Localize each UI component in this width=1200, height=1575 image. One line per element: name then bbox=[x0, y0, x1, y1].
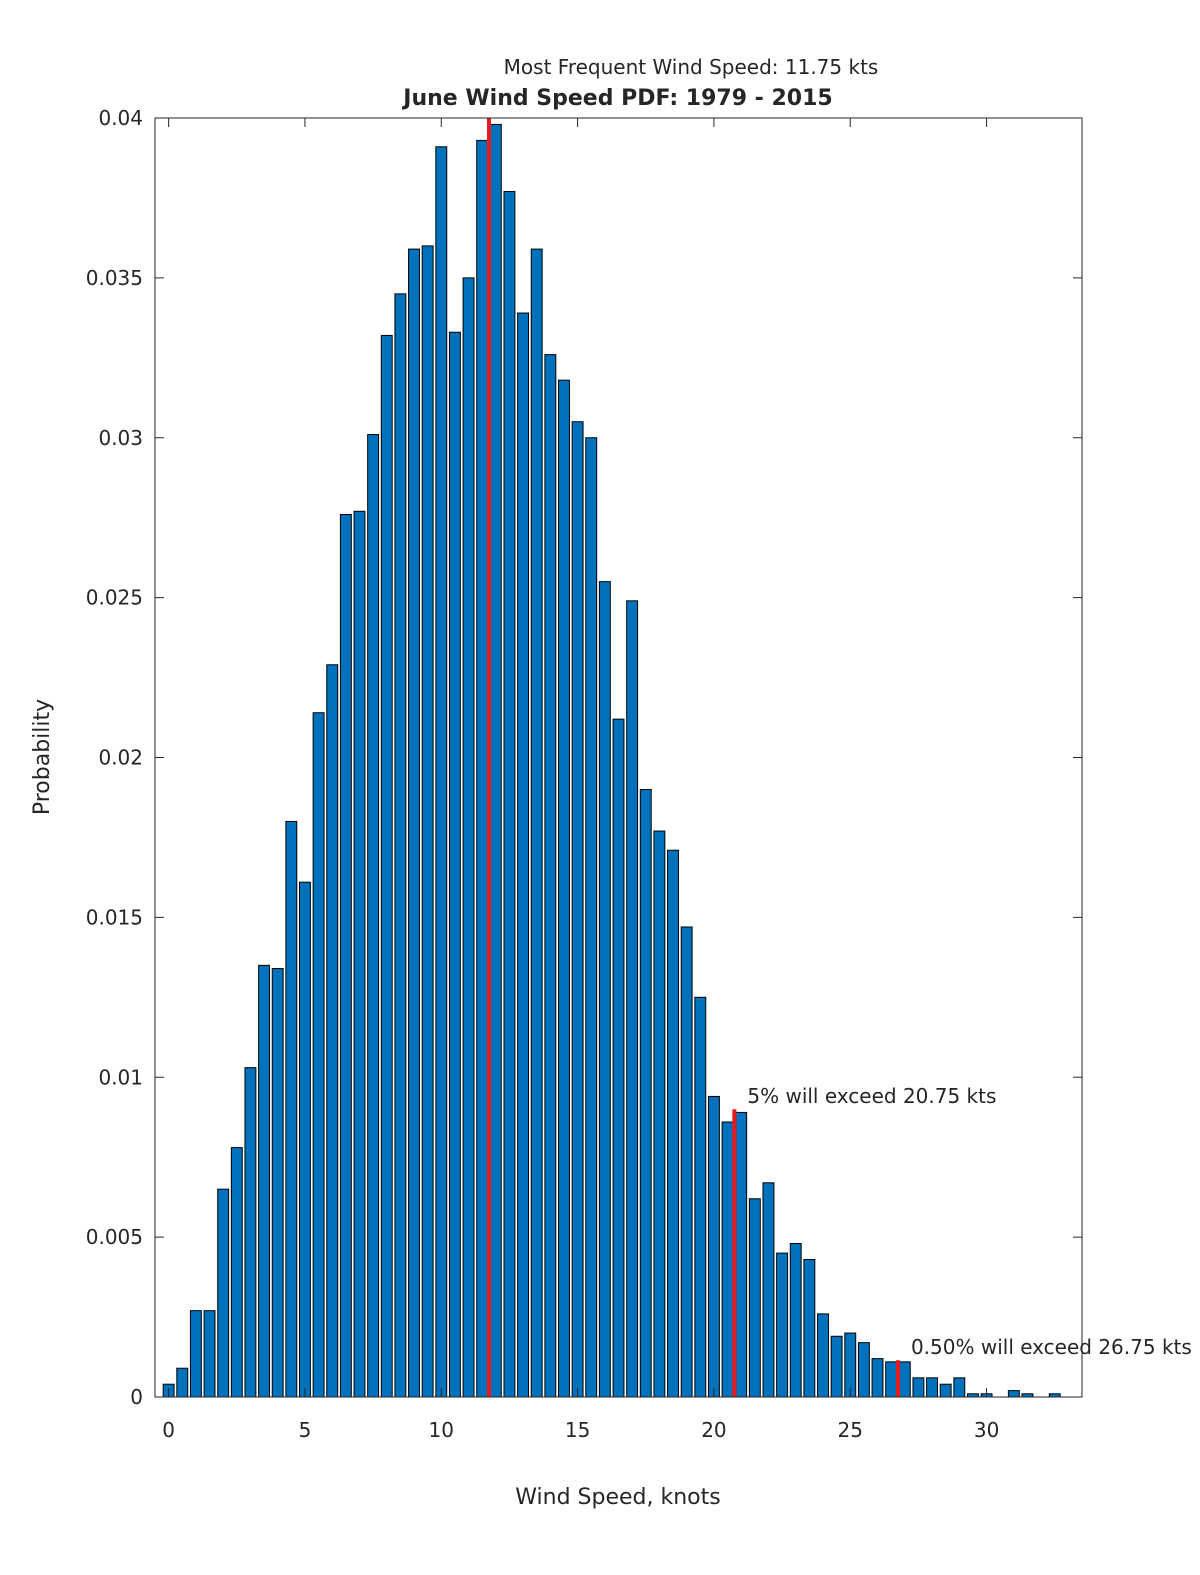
bar bbox=[203, 1310, 216, 1398]
bar bbox=[871, 1358, 884, 1398]
bar bbox=[503, 191, 516, 1398]
bar bbox=[667, 849, 679, 1398]
bar bbox=[707, 1095, 720, 1398]
y-tick-label: 0.035 bbox=[86, 266, 143, 290]
bar bbox=[462, 277, 475, 1398]
bar bbox=[476, 139, 489, 1398]
bar bbox=[530, 248, 543, 1398]
bar bbox=[421, 245, 434, 1398]
bar bbox=[271, 968, 284, 1398]
y-tick-label: 0.01 bbox=[98, 1065, 143, 1089]
bar bbox=[844, 1332, 857, 1398]
bar bbox=[408, 248, 420, 1398]
bar bbox=[448, 331, 461, 1398]
bar bbox=[789, 1243, 802, 1398]
bar bbox=[926, 1377, 939, 1398]
bar bbox=[694, 996, 707, 1398]
x-tick-label: 20 bbox=[701, 1418, 726, 1442]
bar bbox=[435, 146, 448, 1398]
bar bbox=[326, 664, 339, 1398]
bar bbox=[762, 1182, 775, 1398]
chart-title: June Wind Speed PDF: 1979 - 2015 bbox=[401, 86, 832, 111]
x-tick-label: 25 bbox=[838, 1418, 863, 1442]
bar bbox=[939, 1383, 952, 1398]
x-tick-label: 30 bbox=[974, 1418, 999, 1442]
bar bbox=[585, 437, 598, 1398]
x-tick-label: 15 bbox=[565, 1418, 590, 1442]
bar bbox=[217, 1188, 230, 1398]
y-tick-label: 0.025 bbox=[86, 586, 143, 610]
bar bbox=[258, 964, 271, 1398]
bar bbox=[244, 1067, 257, 1398]
bar bbox=[189, 1310, 202, 1398]
bar bbox=[394, 293, 407, 1398]
y-tick-label: 0 bbox=[130, 1385, 143, 1409]
bar bbox=[176, 1367, 189, 1398]
bar bbox=[339, 513, 352, 1398]
y-axis-label: Probability bbox=[30, 699, 55, 815]
bar bbox=[626, 600, 639, 1398]
bar bbox=[517, 312, 530, 1398]
bar bbox=[898, 1361, 911, 1398]
bar bbox=[857, 1342, 870, 1398]
bar bbox=[612, 718, 625, 1398]
bar bbox=[830, 1335, 843, 1398]
bar bbox=[912, 1377, 925, 1398]
marker-label: 5% will exceed 20.75 kts bbox=[747, 1084, 996, 1108]
bar bbox=[953, 1377, 966, 1398]
axes-group: 0 5 10 15 20 25 30 0 0.005 0.01 0.015 0.02 0.025 0.03… bbox=[86, 106, 1082, 1442]
bar bbox=[776, 1252, 789, 1398]
bar bbox=[803, 1259, 816, 1398]
x-tick-label: 10 bbox=[429, 1418, 454, 1442]
y-tick-label: 0.04 bbox=[98, 106, 143, 130]
x-tick-label: 0 bbox=[162, 1418, 175, 1442]
bar bbox=[571, 421, 584, 1398]
bar bbox=[558, 379, 570, 1398]
bar bbox=[735, 1111, 748, 1398]
y-tick-label: 0.015 bbox=[86, 905, 143, 929]
x-tick-label: 5 bbox=[299, 1418, 312, 1442]
bar bbox=[817, 1313, 829, 1398]
bar bbox=[748, 1198, 761, 1398]
bar bbox=[299, 881, 311, 1398]
bar bbox=[721, 1121, 734, 1398]
bar bbox=[680, 926, 693, 1398]
bar bbox=[489, 123, 502, 1398]
bar bbox=[230, 1147, 243, 1398]
bar bbox=[285, 820, 298, 1398]
bar bbox=[380, 334, 393, 1398]
bar bbox=[598, 581, 611, 1398]
y-tick-label: 0.03 bbox=[98, 426, 143, 450]
x-axis-label: Wind Speed, knots bbox=[515, 1485, 720, 1510]
y-tick-label: 0.02 bbox=[98, 746, 143, 770]
y-tick-label: 0.005 bbox=[86, 1225, 143, 1249]
chart-subtitle: Most Frequent Wind Speed: 11.75 kts bbox=[504, 55, 879, 79]
marker-label: 0.50% will exceed 26.75 kts bbox=[911, 1335, 1192, 1359]
bar bbox=[312, 712, 325, 1398]
bar bbox=[1007, 1390, 1020, 1398]
bar bbox=[367, 434, 380, 1398]
bar bbox=[885, 1361, 898, 1398]
bar bbox=[639, 788, 652, 1398]
markers-group: 5% will exceed 20.75 kts 0.50% will excee… bbox=[486, 118, 1192, 1397]
bar bbox=[544, 354, 557, 1398]
bar bbox=[653, 830, 666, 1398]
bar bbox=[353, 510, 366, 1398]
